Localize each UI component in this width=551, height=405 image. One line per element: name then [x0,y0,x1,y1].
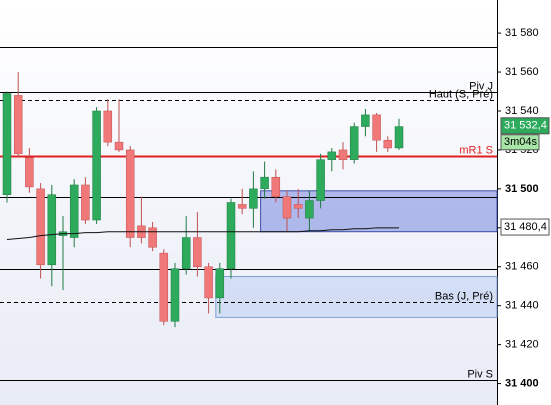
y-tick-label: 31 460 [505,261,539,273]
y-tick-label: 31 540 [505,105,539,117]
candle-body [125,149,135,238]
axis-background [497,0,551,405]
candle-body [349,126,359,160]
y-tick-label: 31 420 [505,339,539,351]
candle-body [114,141,124,151]
candle-body [69,184,79,238]
y-tick-label: 31 400 [505,377,539,389]
candle-body [215,268,225,299]
candle-body [338,149,348,160]
candle-body [271,176,281,197]
candle-body [47,194,57,266]
candle-body [361,114,370,127]
candle-body [249,188,258,209]
price-tag-label: 31 532,4 [504,120,547,132]
price-tag-label: 31 480,4 [504,221,547,233]
candle-body [372,114,381,141]
candle-body [181,237,191,269]
level-label: Bas (J, Pré) [435,290,493,302]
y-tick-label: 31 580 [505,27,539,39]
candle-body [204,266,213,299]
candle-body [260,176,269,190]
candle-body [170,268,180,322]
candle-body [316,159,325,201]
candle-body [81,184,90,221]
price-tag [500,218,550,236]
timer-label: 3m04s [504,136,538,148]
level-label: Haut (S, Pré) [429,88,493,100]
candle-body [2,93,12,195]
candle-body [36,188,45,266]
candle-body [394,126,404,149]
candle-body [237,204,247,209]
moving-average [6,227,399,240]
candle-body [383,139,393,149]
candle-body [327,151,337,160]
price-tag [500,117,550,135]
candle-body [159,252,169,322]
zone [260,190,498,233]
candle-body [25,157,34,188]
y-tick-label: 31 500 [505,183,539,195]
timer-box [500,134,540,151]
candle-body [293,204,303,209]
candle-body [103,110,113,143]
candle-body [193,237,202,268]
y-tick-label: 31 440 [505,300,539,312]
y-tick-label: 31 560 [505,66,539,78]
candle-body [92,110,101,221]
candle-body [282,196,292,219]
level-label: Piv S [467,368,493,380]
level-label: mR1 S [459,144,493,156]
candle-body [305,200,314,219]
candle-body [148,227,157,248]
level-label: Piv J [469,80,493,92]
candle-body [226,202,236,269]
candle-body [13,95,23,155]
